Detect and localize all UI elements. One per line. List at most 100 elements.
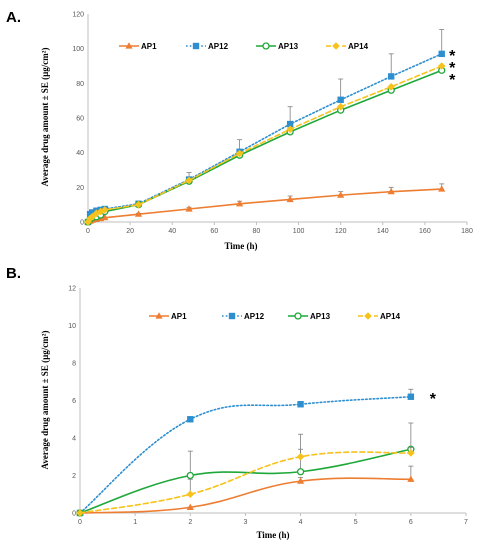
y-tick-label: 60 xyxy=(76,116,84,123)
data-point-ap14 xyxy=(387,83,395,91)
legend-marker-ap1 xyxy=(155,312,163,319)
data-point-ap14 xyxy=(437,62,446,70)
chart-panel-b: B. Time (h) Average drug amount ± SE (µg… xyxy=(6,265,468,540)
x-tick-label: 7 xyxy=(464,519,468,526)
panel-b-x-axis-title: Time (h) xyxy=(256,530,289,540)
y-tick-label: 0 xyxy=(72,511,76,518)
x-tick-label: 180 xyxy=(461,228,473,235)
x-tick-label: 20 xyxy=(126,228,134,235)
data-point-ap14 xyxy=(296,452,305,461)
legend-label-ap1: AP1 xyxy=(141,42,157,51)
series-line-ap1 xyxy=(79,477,412,514)
legend-marker-ap14 xyxy=(332,42,340,50)
data-point-ap14 xyxy=(407,449,415,457)
data-point-ap12 xyxy=(388,73,395,80)
x-tick-label: 80 xyxy=(253,228,261,235)
data-point-ap12 xyxy=(297,401,304,408)
y-tick-label: 40 xyxy=(76,150,84,157)
y-tick-label: 12 xyxy=(68,286,76,293)
data-point-ap1 xyxy=(387,187,395,195)
x-tick-label: 5 xyxy=(354,519,358,526)
x-tick-label: 2 xyxy=(188,519,192,526)
legend-marker-ap14 xyxy=(364,312,372,320)
x-tick-label: 3 xyxy=(243,519,247,526)
data-point-ap12 xyxy=(407,393,415,400)
data-point-ap14 xyxy=(186,490,195,499)
y-tick-label: 20 xyxy=(76,185,84,192)
data-point-ap14 xyxy=(96,207,105,216)
legend-label-ap14: AP14 xyxy=(380,312,401,321)
legend-label-ap14: AP14 xyxy=(348,42,369,51)
x-tick-label: 60 xyxy=(210,228,218,235)
data-point-ap1 xyxy=(296,477,305,484)
x-tick-label: 0 xyxy=(86,228,90,235)
data-point-ap14 xyxy=(185,176,193,185)
significance-star: * xyxy=(449,60,456,77)
data-point-ap1 xyxy=(286,195,294,203)
panel-a-y-axis-title: Average drug amount ± SE (µg/cm²) xyxy=(40,48,50,187)
data-point-ap12 xyxy=(187,416,194,423)
y-tick-label: 0 xyxy=(80,220,84,227)
y-tick-label: 2 xyxy=(72,473,76,480)
data-point-ap1 xyxy=(236,200,244,207)
x-tick-label: 40 xyxy=(168,228,176,235)
y-tick-label: 80 xyxy=(76,81,84,88)
legend-marker-ap12 xyxy=(192,42,200,50)
data-point-ap12 xyxy=(438,50,445,58)
data-point-ap1 xyxy=(438,185,446,192)
x-tick-label: 1 xyxy=(133,519,137,526)
legend-marker-ap13 xyxy=(294,312,302,320)
legend-marker-ap1 xyxy=(125,42,133,49)
legend-label-ap1: AP1 xyxy=(171,312,187,321)
data-point-ap14 xyxy=(76,509,84,517)
x-tick-label: 6 xyxy=(409,519,413,526)
data-point-ap14 xyxy=(88,213,97,221)
data-point-ap1 xyxy=(186,503,194,510)
significance-star: * xyxy=(449,72,456,89)
x-tick-label: 100 xyxy=(293,228,305,235)
data-point-ap12 xyxy=(337,96,344,103)
data-point-ap14 xyxy=(235,149,244,158)
series-line-ap13 xyxy=(87,69,443,223)
data-point-ap1 xyxy=(134,210,143,217)
x-tick-label: 0 xyxy=(78,519,82,526)
series-line-ap14 xyxy=(79,451,412,514)
data-point-ap14 xyxy=(336,102,345,111)
legend-label-ap12: AP12 xyxy=(244,312,265,321)
data-point-ap14 xyxy=(101,206,109,214)
data-point-ap12 xyxy=(89,209,96,216)
legend-marker-ap13 xyxy=(262,42,270,50)
data-point-ap14 xyxy=(286,125,294,134)
y-tick-label: 120 xyxy=(72,12,84,19)
series-line-ap13 xyxy=(79,448,412,514)
y-tick-label: 4 xyxy=(72,436,76,443)
x-tick-label: 4 xyxy=(299,519,303,526)
y-tick-label: 8 xyxy=(72,361,76,368)
data-point-ap13 xyxy=(296,468,305,476)
x-tick-label: 140 xyxy=(377,228,389,235)
data-point-ap12 xyxy=(286,120,294,128)
x-tick-label: 120 xyxy=(335,228,347,235)
chart-panel-a: A. Time (h) Average drug amount ± SE (µg… xyxy=(6,9,473,251)
legend-label-ap12: AP12 xyxy=(208,42,229,51)
data-point-ap14 xyxy=(86,214,94,223)
panel-a-letter: A. xyxy=(6,9,21,26)
data-point-ap1 xyxy=(337,191,345,198)
legend-label-ap13: AP13 xyxy=(310,312,331,321)
significance-star: * xyxy=(449,48,456,65)
panel-a-x-axis-title: Time (h) xyxy=(224,241,257,251)
data-point-ap1 xyxy=(407,475,415,482)
series-line-ap12 xyxy=(79,395,412,514)
data-point-ap14 xyxy=(134,200,143,209)
y-tick-label: 10 xyxy=(68,323,76,330)
panel-b-y-axis-title: Average drug amount ± SE (µg/cm²) xyxy=(40,331,50,470)
data-point-ap1 xyxy=(101,213,109,221)
y-tick-label: 6 xyxy=(72,398,76,405)
x-tick-label: 160 xyxy=(419,228,431,235)
significance-star: * xyxy=(430,391,437,408)
data-point-ap1 xyxy=(185,205,193,212)
panel-b-letter: B. xyxy=(6,265,21,282)
legend-label-ap13: AP13 xyxy=(278,42,299,51)
legend-marker-ap12 xyxy=(228,312,236,320)
